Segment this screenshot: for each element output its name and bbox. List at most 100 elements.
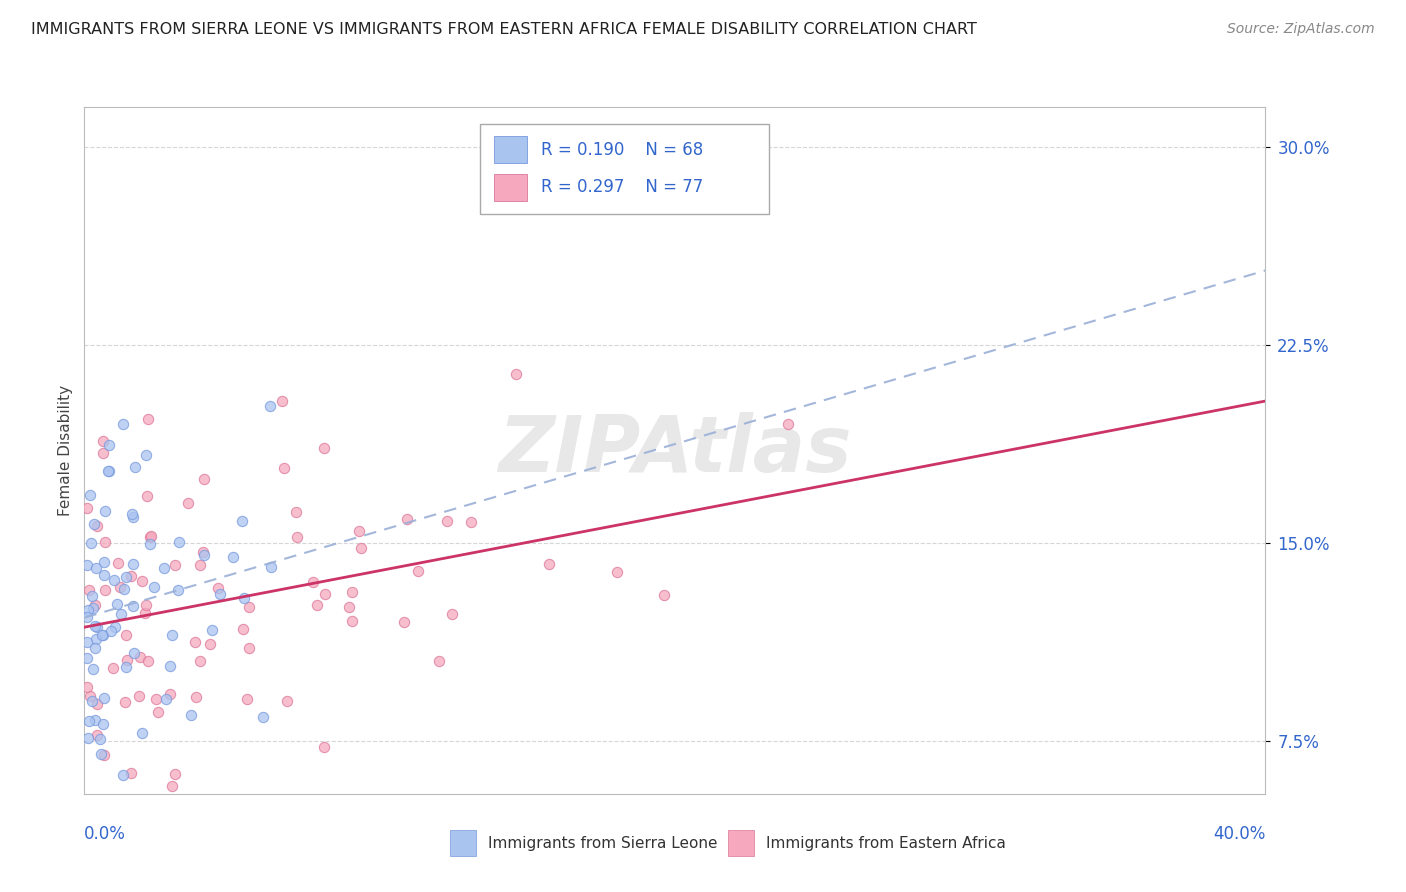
Point [76, 501, 98, 516]
Point [131, 574, 153, 589]
Point [82, 694, 104, 708]
Point [84, 599, 107, 613]
Point [208, 586, 231, 600]
Text: Immigrants from Sierra Leone: Immigrants from Sierra Leone [488, 836, 718, 851]
Bar [450, 830, 477, 856]
Point [79, 714, 101, 728]
Point [134, 607, 156, 621]
Point [207, 581, 229, 595]
Point [100, 624, 122, 639]
Point [131, 726, 153, 740]
Point [93, 747, 115, 762]
Point [121, 568, 143, 582]
Point [84, 619, 107, 633]
Bar [728, 830, 754, 856]
Point [93, 567, 115, 582]
Point [193, 472, 215, 486]
Text: Immigrants from Eastern Africa: Immigrants from Eastern Africa [766, 836, 1005, 851]
Point [79, 690, 101, 704]
Point [110, 580, 132, 594]
Point [91, 628, 114, 642]
Point [121, 508, 143, 522]
Point [159, 659, 181, 673]
Point [191, 545, 214, 559]
Point [177, 496, 200, 510]
Point [270, 394, 292, 409]
Point [238, 600, 260, 615]
Point [90, 628, 112, 642]
Point [396, 511, 419, 525]
Point [347, 524, 370, 539]
Point [84, 632, 107, 646]
Point [111, 768, 134, 782]
Point [231, 514, 253, 528]
Point [259, 560, 281, 574]
Point [84, 561, 107, 575]
Point [460, 515, 482, 529]
Point [190, 653, 212, 667]
Point [406, 564, 429, 578]
Point [104, 620, 127, 634]
Point [233, 591, 256, 606]
Point [312, 441, 335, 455]
Point [778, 417, 800, 431]
Point [120, 766, 142, 780]
Point [285, 530, 308, 544]
Point [80, 536, 103, 550]
Point [89, 731, 111, 746]
Point [222, 550, 245, 565]
Point [77, 731, 100, 745]
Point [122, 557, 145, 571]
Point [312, 739, 335, 754]
Point [606, 565, 628, 579]
Point [184, 635, 207, 649]
FancyBboxPatch shape [479, 124, 769, 213]
Point [146, 705, 169, 719]
Point [76, 558, 98, 573]
Point [94, 583, 117, 598]
Point [76, 602, 98, 616]
Point [86, 519, 108, 533]
Point [91, 716, 114, 731]
Point [337, 599, 360, 614]
Point [103, 573, 125, 587]
Point [91, 445, 114, 459]
Point [259, 399, 281, 413]
Point [394, 615, 416, 630]
Point [84, 641, 107, 656]
Point [115, 660, 138, 674]
Point [82, 589, 104, 603]
Point [135, 489, 157, 503]
Point [236, 691, 259, 706]
Point [273, 461, 295, 475]
Point [180, 707, 202, 722]
Point [285, 506, 308, 520]
Point [93, 691, 115, 706]
Point [122, 646, 145, 660]
Point [141, 529, 163, 543]
Point [160, 779, 183, 793]
Point [115, 653, 138, 667]
Point [135, 448, 157, 462]
Point [340, 614, 363, 628]
Point [82, 600, 104, 615]
Point [128, 689, 150, 703]
Point [152, 561, 174, 575]
Point [252, 710, 274, 724]
Text: ZIPAtlas: ZIPAtlas [498, 412, 852, 489]
Point [76, 610, 98, 624]
Point [91, 434, 114, 448]
Point [302, 574, 325, 589]
Text: 0.0%: 0.0% [84, 825, 127, 843]
Point [200, 637, 222, 651]
Point [505, 367, 527, 381]
Point [94, 504, 117, 518]
Point [201, 624, 224, 638]
Point [342, 584, 364, 599]
Point [167, 582, 190, 597]
Point [188, 558, 211, 573]
Text: R = 0.297    N = 77: R = 0.297 N = 77 [541, 178, 703, 196]
Point [76, 635, 98, 649]
Point [112, 417, 135, 431]
Point [163, 558, 186, 573]
